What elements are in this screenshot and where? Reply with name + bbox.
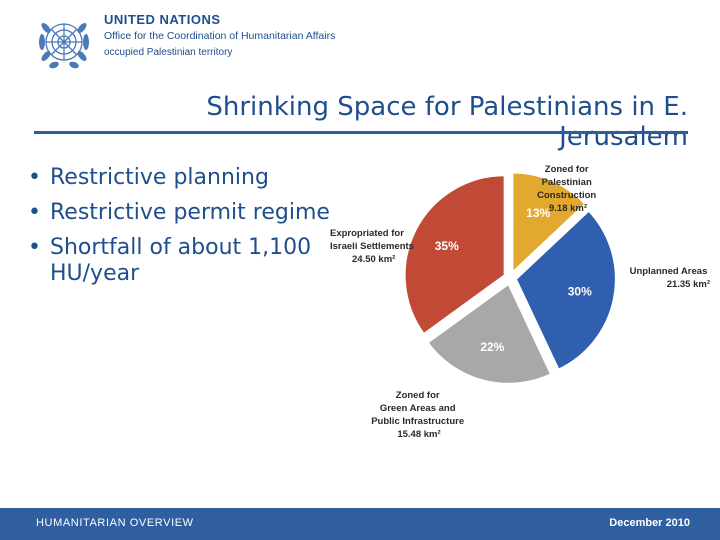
slide-title: Shrinking Space for Palestinians in E. J…	[206, 92, 688, 152]
callout-settlements-area: 24.50 km²	[352, 254, 395, 265]
callout-palestinian-line2: Palestinian	[542, 177, 592, 188]
org-territory: occupied Palestinian territory	[104, 47, 233, 58]
callout-unplanned-area: 21.35 km²	[667, 279, 710, 290]
callout-palestinian-line1: Zoned for	[545, 164, 589, 175]
org-header: UNITED NATIONS Office for the Coordinati…	[104, 12, 335, 58]
pie-slice-palestinian	[511, 171, 587, 275]
un-logo-icon	[39, 23, 89, 69]
bullet-list: Restrictive planning Restrictive permit …	[28, 165, 358, 296]
pie-label-unplanned: 30%	[568, 284, 592, 298]
callout-unplanned-line1: Unplanned Areas	[630, 266, 708, 277]
bullet-item: Restrictive permit regime	[28, 200, 358, 226]
pie-slice-settlements	[403, 174, 506, 336]
callout-palestinian: Zoned for Palestinian Construction 9.18 …	[537, 164, 599, 214]
pie-chart: Zoned for Palestinian Construction 9.18 …	[330, 164, 710, 440]
org-subtitle: Office for the Coordination of Humanitar…	[104, 30, 336, 42]
title-divider	[34, 131, 688, 134]
callout-green-line2: Green Areas and	[380, 403, 456, 414]
callout-settlements: Expropriated for Israeli Settlements 24.…	[330, 228, 417, 265]
pie-label-green: 22%	[480, 340, 504, 354]
callout-green: Zoned for Green Areas and Public Infrast…	[371, 390, 467, 440]
callout-settlements-line1: Expropriated for	[330, 228, 404, 239]
pie-label-palestinian: 13%	[526, 206, 550, 220]
pie-slice-unplanned	[514, 209, 617, 371]
bullet-item: Shortfall of about 1,100 HU/year	[28, 235, 358, 287]
callout-green-line3: Public Infrastructure	[371, 416, 464, 427]
footer-left-text: HUMANITARIAN OVERVIEW	[36, 517, 194, 529]
pie-label-settlements: 35%	[435, 239, 459, 253]
footer-bar: HUMANITARIAN OVERVIEW December 2010	[0, 508, 720, 540]
callout-palestinian-line3: Construction	[537, 190, 596, 201]
org-name: UNITED NATIONS	[104, 12, 221, 27]
callout-settlements-line2: Israeli Settlements	[330, 241, 414, 252]
pie-slice-green	[426, 282, 553, 385]
bullet-item: Restrictive planning	[28, 165, 358, 191]
callout-green-line1: Zoned for	[396, 390, 440, 401]
callout-unplanned: Unplanned Areas 21.35 km²	[630, 266, 710, 290]
callout-green-area: 15.48 km²	[397, 429, 440, 440]
callout-palestinian-area: 9.18 km²	[549, 203, 587, 214]
footer-date: December 2010	[609, 517, 690, 529]
